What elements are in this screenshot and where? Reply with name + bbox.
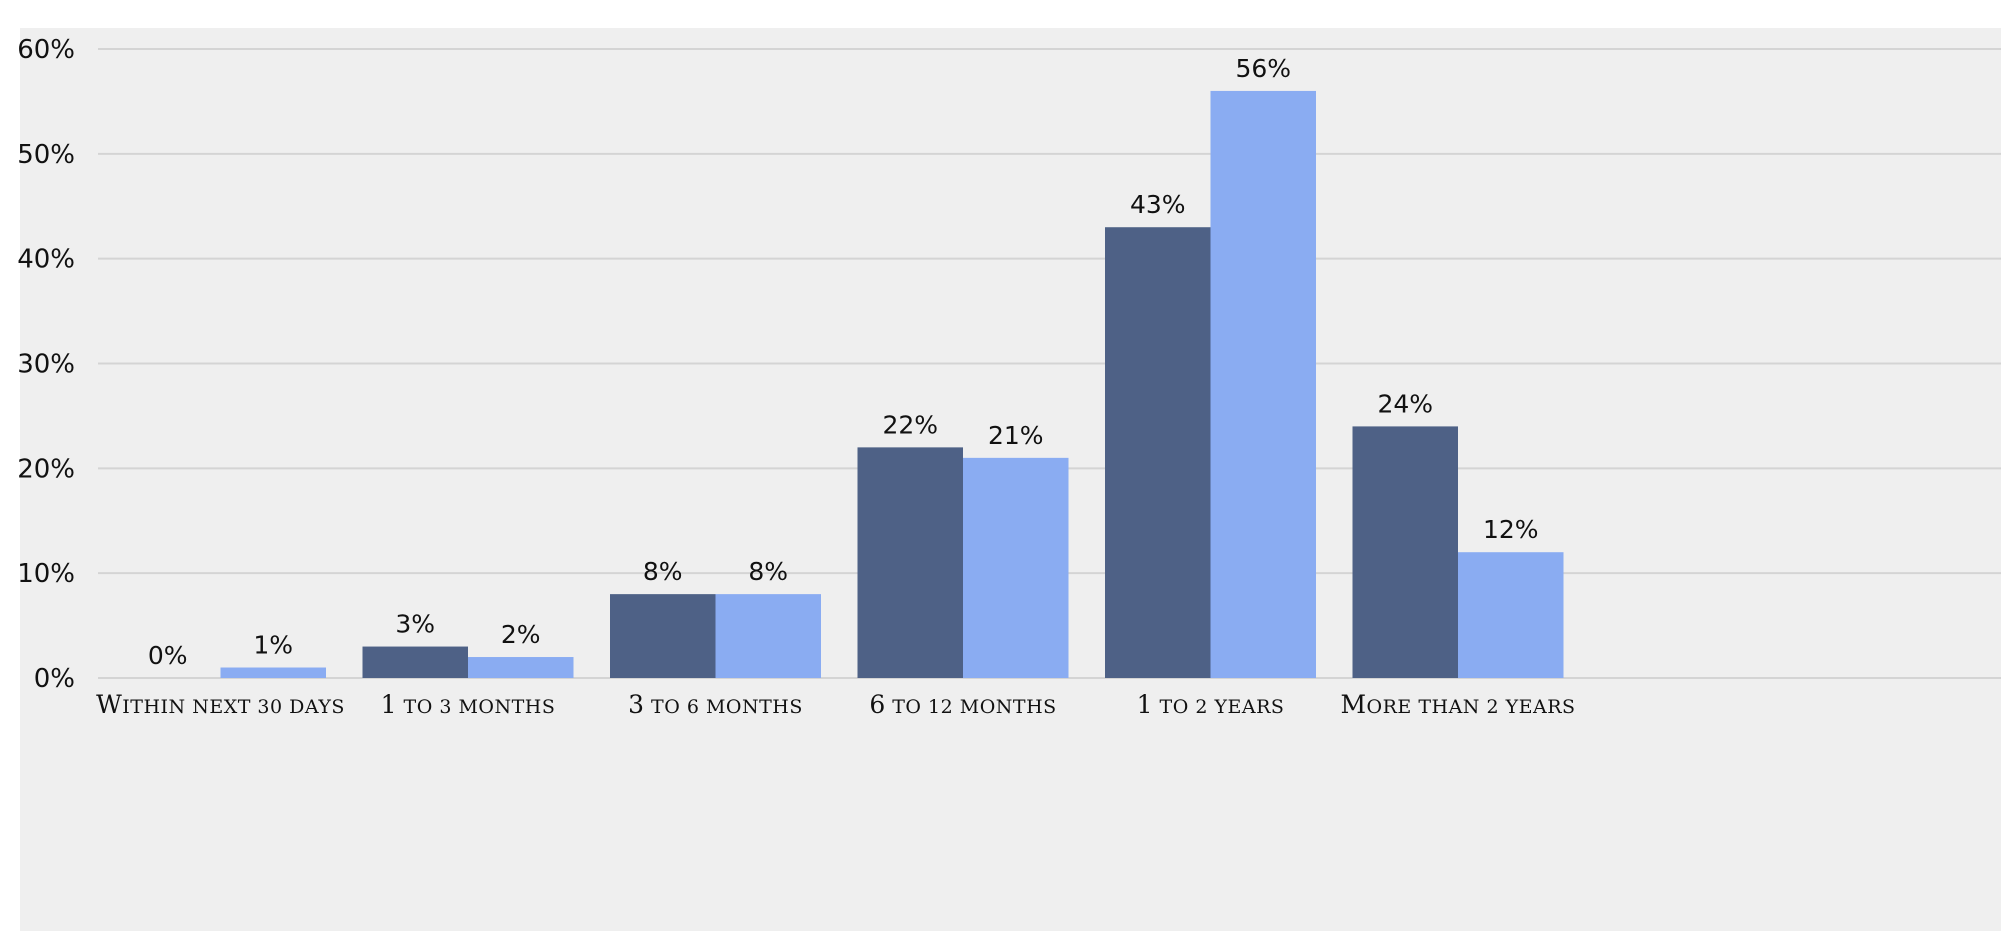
data-label-series1-4: 43%	[1130, 190, 1186, 219]
data-label-series2-0: 1%	[253, 631, 293, 660]
y-tick-label-20: 20%	[17, 454, 75, 484]
data-label-series1-1: 3%	[395, 610, 435, 639]
data-label-series1-2: 8%	[643, 557, 683, 586]
x-category-label-rest: ORE THAN 2 YEARS	[1367, 696, 1576, 718]
bar-series2-5	[1458, 552, 1564, 678]
x-axis-categories: WITHIN NEXT 30 DAYS 1 TO 3 MONTHS 3 TO 6 M…	[96, 690, 1575, 719]
bars	[220, 90, 1564, 678]
bar-series1-5	[1352, 426, 1458, 678]
x-category-label-initial: 3	[628, 690, 644, 719]
bar-series2-4	[1210, 90, 1316, 678]
y-tick-label-10: 10%	[17, 559, 75, 589]
data-label-series2-5: 12%	[1483, 515, 1539, 544]
x-category-label-4: 1 TO 2 YEARS	[1137, 690, 1285, 719]
data-label-series1-5: 24%	[1377, 389, 1433, 418]
x-category-label-rest: ITHIN NEXT 30 DAYS	[122, 696, 345, 718]
x-category-label-initial: W	[96, 690, 122, 719]
bar-series2-0	[220, 667, 326, 678]
x-category-label-initial: 1	[1137, 690, 1153, 719]
y-tick-label-50: 50%	[17, 140, 75, 170]
x-category-label-3: 6 TO 12 MONTHS	[869, 690, 1056, 719]
x-category-label-rest: TO 12 MONTHS	[886, 696, 1057, 718]
x-category-label-initial: 6	[869, 690, 885, 719]
y-tick-label-0: 0%	[34, 664, 75, 694]
bar-series1-4	[1105, 227, 1211, 678]
y-axis-ticks: 0% 10% 20% 30% 40% 50% 60%	[17, 35, 75, 694]
data-label-series1-3: 22%	[882, 410, 938, 439]
y-tick-label-30: 30%	[17, 350, 75, 380]
bar-series1-3	[857, 447, 963, 678]
x-category-label-0: WITHIN NEXT 30 DAYS	[96, 690, 345, 719]
x-category-label-2: 3 TO 6 MONTHS	[628, 690, 803, 719]
x-category-label-initial: M	[1340, 690, 1366, 719]
bar-series2-3	[963, 457, 1069, 678]
x-category-label-rest: TO 2 YEARS	[1153, 696, 1284, 718]
x-category-label-initial: 1	[381, 690, 397, 719]
data-label-series2-2: 8%	[748, 557, 788, 586]
bar-series2-1	[468, 657, 574, 678]
bar-series1-2	[610, 594, 716, 678]
y-tick-label-60: 60%	[17, 35, 75, 65]
x-category-label-rest: TO 6 MONTHS	[645, 696, 803, 718]
x-category-label-rest: TO 3 MONTHS	[397, 696, 555, 718]
y-tick-label-40: 40%	[17, 245, 75, 275]
x-category-label-1: 1 TO 3 MONTHS	[381, 690, 556, 719]
data-label-series1-0: 0%	[148, 641, 188, 670]
x-category-label-5: MORE THAN 2 YEARS	[1340, 690, 1575, 719]
data-label-series2-1: 2%	[501, 620, 541, 649]
data-label-series2-4: 56%	[1235, 54, 1291, 83]
bar-series2-2	[715, 594, 821, 678]
data-label-series2-3: 21%	[988, 421, 1044, 450]
data-labels: 0% 1% 3% 2% 8% 8% 22% 21% 43% 56% 24% 12%	[148, 54, 1539, 670]
bar-series1-1	[362, 646, 468, 678]
